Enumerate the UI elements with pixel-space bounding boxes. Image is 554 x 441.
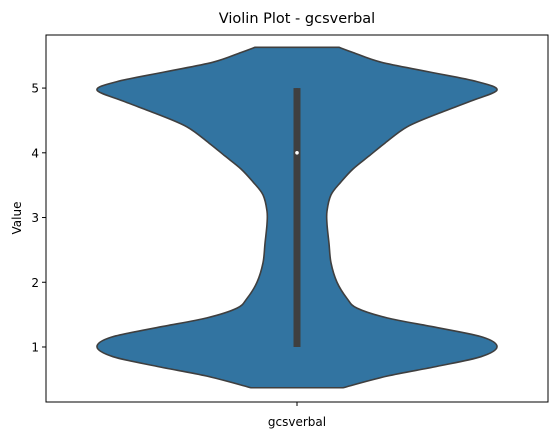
violin-median-point	[295, 151, 299, 155]
y-axis-label: Value	[10, 202, 24, 235]
y-tick-label: 1	[31, 340, 39, 354]
y-tick-label: 2	[31, 276, 39, 290]
y-tick-label: 3	[31, 211, 39, 225]
chart-title: Violin Plot - gcsverbal	[219, 11, 375, 27]
violin-iqr-box	[293, 88, 301, 347]
plot-area: 1 2 3 4 5 gcsverbal	[31, 34, 549, 429]
y-tick-label: 5	[31, 82, 39, 96]
y-tick-label: 4	[31, 146, 39, 160]
x-tick-label: gcsverbal	[268, 415, 326, 429]
